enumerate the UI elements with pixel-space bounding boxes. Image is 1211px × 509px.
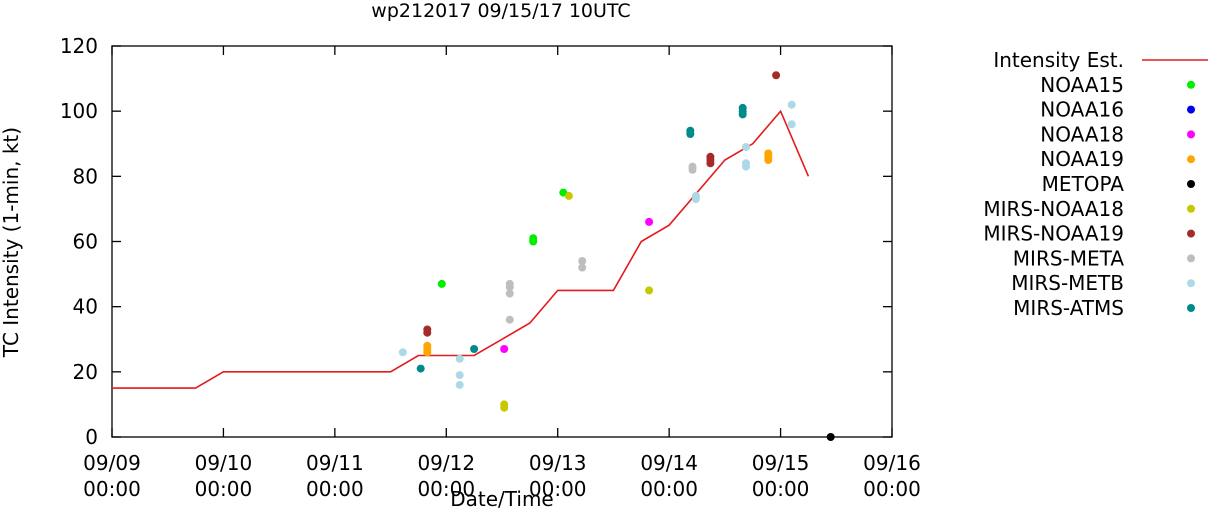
y-tick-label: 100 [60, 99, 98, 123]
x-tick-label-date: 09/16 [863, 451, 921, 475]
point-mirs-metb [691, 191, 700, 200]
legend-marker [1187, 204, 1195, 213]
point-mirs-metb [742, 143, 750, 151]
point-metopa [826, 433, 835, 441]
plot-area-border [111, 45, 893, 438]
point-mirs-noaa19 [772, 71, 781, 80]
legend-marker [1187, 254, 1195, 263]
point-noaa18 [645, 217, 654, 226]
y-tick-label: 20 [73, 360, 98, 384]
y-tick-label: 40 [73, 295, 98, 319]
x-tick-label-time: 00:00 [529, 477, 587, 501]
x-tick-label-date: 09/10 [195, 451, 253, 475]
plot-marks [112, 71, 835, 441]
x-tick-label-date: 09/12 [417, 451, 475, 475]
y-tick-label: 0 [85, 425, 98, 449]
x-tick-label-date: 09/14 [640, 451, 698, 475]
x-tick-label-time: 00:00 [195, 477, 253, 501]
legend-label: MIRS-METB [1011, 271, 1124, 295]
x-tick-label-time: 00:00 [306, 477, 364, 501]
point-mirs-noaa19 [423, 325, 432, 334]
point-mirs-noaa18 [645, 286, 654, 295]
x-tick-label-time: 00:00 [640, 477, 698, 501]
legend-marker [1187, 279, 1195, 288]
chart-title: wp212017 09/15/17 10UTC [371, 0, 630, 22]
legend-label: METOPA [1042, 172, 1125, 196]
legend-marker [1187, 180, 1195, 188]
legend-label: NOAA15 [1040, 73, 1124, 97]
point-mirs-metb [787, 100, 796, 109]
point-mirs-noaa18 [564, 191, 573, 200]
point-noaa15 [529, 234, 538, 243]
legend-marker [1187, 155, 1195, 164]
x-tick-label-date: 09/09 [83, 451, 141, 475]
x-tick-label-time: 00:00 [752, 477, 810, 501]
legend-marker [1187, 130, 1195, 139]
point-noaa18 [500, 345, 509, 353]
point-mirs-meta [505, 315, 514, 324]
point-mirs-metb [455, 380, 464, 389]
y-axis-label: TC Intensity (1-min, kt) [0, 127, 23, 358]
legend-label: Intensity Est. [993, 48, 1124, 72]
point-mirs-metb [742, 159, 750, 168]
point-mirs-meta [505, 289, 514, 298]
point-mirs-atms [738, 103, 747, 112]
point-mirs-metb [455, 371, 464, 380]
point-mirs-metb [398, 348, 407, 357]
x-tick-label-date: 09/15 [752, 451, 810, 475]
legend-marker [1187, 304, 1195, 312]
point-noaa15 [437, 279, 446, 288]
point-noaa19 [764, 149, 773, 158]
point-mirs-noaa18 [500, 400, 509, 409]
point-mirs-noaa19 [706, 152, 715, 161]
point-mirs-metb [455, 354, 464, 363]
legend-label: NOAA18 [1040, 122, 1124, 146]
point-mirs-atms [470, 345, 479, 353]
legend-label: NOAA16 [1040, 98, 1124, 122]
point-mirs-meta [578, 263, 587, 272]
point-mirs-atms [686, 126, 695, 135]
point-mirs-meta [688, 162, 697, 171]
y-axis: 0 20 40 60 80 100 120 [60, 34, 892, 449]
intensity-estimate-line [112, 109, 810, 389]
x-axis: 09/0900:0009/1000:0009/1100:0009/1200:00… [83, 46, 921, 501]
point-mirs-meta [578, 257, 587, 265]
x-tick-label-date: 09/11 [306, 451, 364, 475]
y-tick-label: 120 [60, 34, 98, 58]
x-tick-label-time: 00:00 [417, 477, 475, 501]
y-tick-label: 80 [73, 164, 98, 188]
legend-marker [1187, 229, 1195, 238]
y-tick-label: 60 [73, 230, 98, 254]
legend-label: NOAA19 [1040, 147, 1124, 171]
x-tick-label-date: 09/13 [529, 451, 587, 475]
point-mirs-atms [416, 364, 425, 373]
point-mirs-meta [505, 279, 514, 288]
x-tick-label-time: 00:00 [863, 477, 921, 501]
legend-label: MIRS-NOAA19 [983, 222, 1124, 246]
legend-label: MIRS-ATMS [1013, 296, 1124, 320]
point-mirs-metb [787, 120, 796, 129]
legend-label: MIRS-NOAA18 [983, 197, 1124, 221]
x-tick-label-time: 00:00 [83, 477, 141, 501]
legend-label: MIRS-META [1013, 246, 1125, 270]
x-axis-label: Date/Time [450, 487, 554, 509]
point-noaa19 [423, 341, 432, 350]
legend: Intensity Est.NOAA15NOAA16NOAA18NOAA19ME… [983, 48, 1208, 320]
legend-marker [1187, 105, 1195, 114]
legend-marker [1187, 80, 1195, 89]
